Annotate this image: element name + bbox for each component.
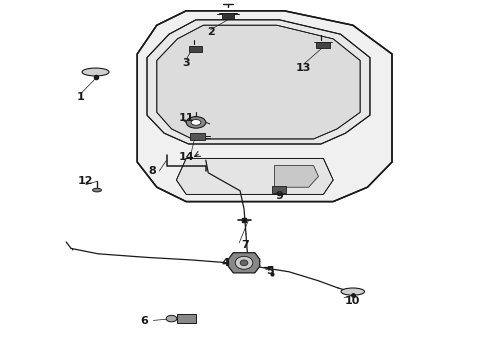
Text: 7: 7 xyxy=(241,240,249,250)
Polygon shape xyxy=(176,158,333,194)
Text: 11: 11 xyxy=(178,113,194,123)
Text: 14: 14 xyxy=(178,152,194,162)
Ellipse shape xyxy=(341,288,365,295)
Polygon shape xyxy=(272,186,286,193)
Text: 10: 10 xyxy=(345,296,361,306)
Text: 1: 1 xyxy=(77,92,85,102)
Polygon shape xyxy=(190,133,205,140)
Text: 12: 12 xyxy=(78,176,94,186)
Text: 9: 9 xyxy=(275,191,283,201)
Ellipse shape xyxy=(93,188,101,192)
Text: 6: 6 xyxy=(141,316,148,326)
Text: 5: 5 xyxy=(266,266,273,276)
Circle shape xyxy=(240,260,248,266)
Polygon shape xyxy=(137,11,392,202)
Polygon shape xyxy=(147,20,370,144)
Ellipse shape xyxy=(166,315,177,322)
Text: 3: 3 xyxy=(182,58,190,68)
Polygon shape xyxy=(222,13,234,19)
Polygon shape xyxy=(189,46,202,52)
Polygon shape xyxy=(177,314,196,323)
Ellipse shape xyxy=(186,117,206,128)
Polygon shape xyxy=(274,166,318,187)
Polygon shape xyxy=(316,42,330,48)
Polygon shape xyxy=(157,25,360,139)
Polygon shape xyxy=(228,253,260,273)
Text: 8: 8 xyxy=(148,166,156,176)
Ellipse shape xyxy=(82,68,109,76)
Text: 4: 4 xyxy=(221,258,229,268)
Text: 2: 2 xyxy=(207,27,215,37)
Text: 13: 13 xyxy=(296,63,312,73)
Ellipse shape xyxy=(191,120,201,125)
Circle shape xyxy=(235,256,253,269)
